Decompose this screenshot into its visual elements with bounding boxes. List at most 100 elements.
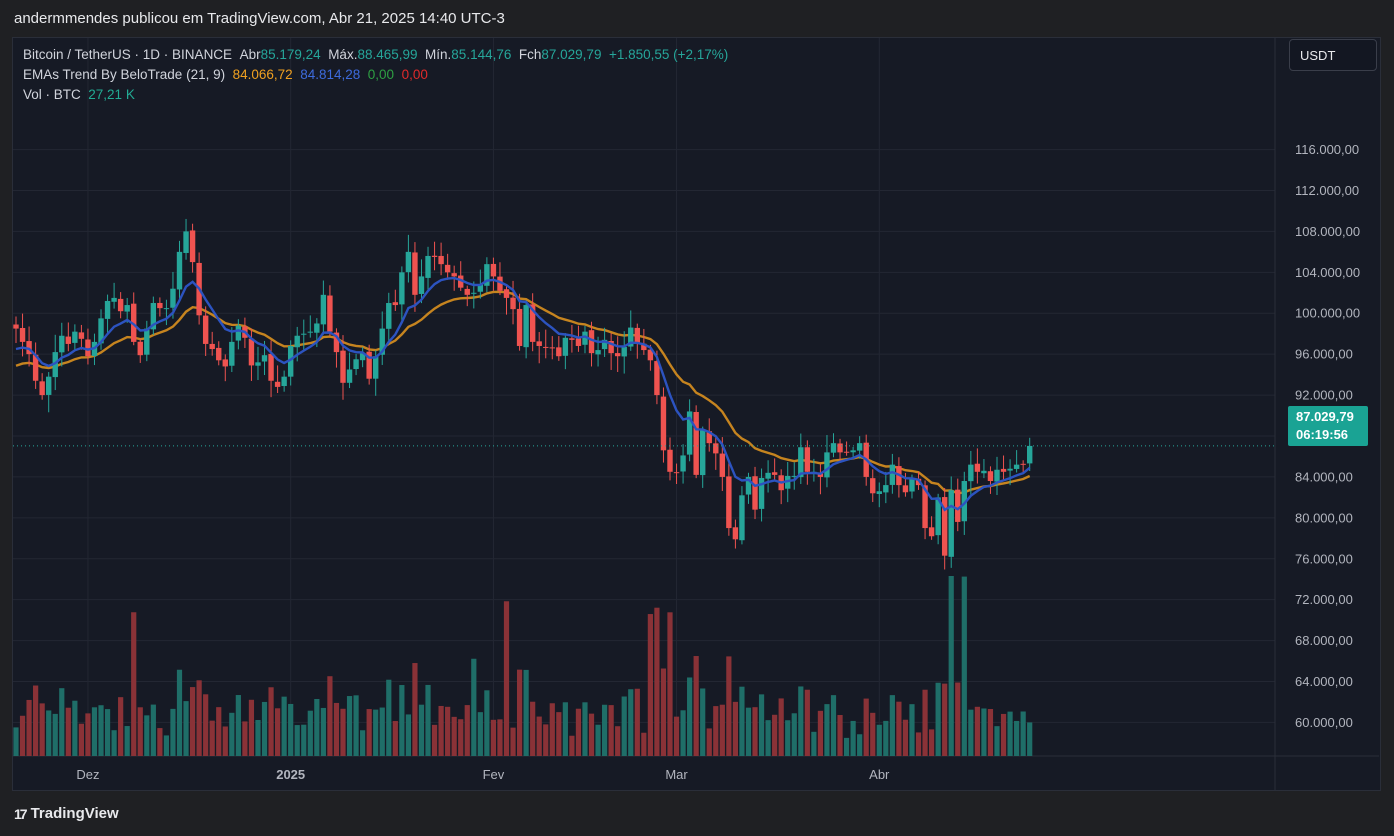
ema-value-4: 0,00 xyxy=(401,67,428,82)
volume-bar xyxy=(346,696,353,756)
candle-body xyxy=(366,351,372,379)
volume-bar xyxy=(451,716,457,756)
high-value: 88.465,99 xyxy=(357,47,418,62)
volume-bar xyxy=(791,713,797,756)
currency-button[interactable]: USDT xyxy=(1289,39,1377,71)
candle-body xyxy=(59,335,65,353)
volume-bar xyxy=(719,704,725,756)
volume-bar xyxy=(366,709,372,756)
volume-bar xyxy=(955,682,961,756)
candle-body xyxy=(981,470,987,474)
volume-bar xyxy=(673,716,680,756)
volume-bar xyxy=(948,576,954,756)
candle-body xyxy=(176,251,183,290)
open-value: 85.179,24 xyxy=(260,47,321,62)
candlestick-chart[interactable]: 116.000,00 112.000,00 108.000,00 104.000,00… xyxy=(13,38,1380,790)
candle-body xyxy=(516,308,523,346)
candle-body xyxy=(163,308,170,310)
volume-bar xyxy=(85,713,91,756)
candle-body xyxy=(399,272,405,305)
price-tick-label: 76.000,00 xyxy=(1295,551,1353,566)
candle-body xyxy=(477,284,484,292)
candle-body xyxy=(386,303,392,329)
volume-bar xyxy=(896,701,902,756)
time-tick-label: Mar xyxy=(665,767,688,782)
volume-bar xyxy=(902,719,909,756)
candle-body xyxy=(765,472,771,479)
volume-bar xyxy=(987,709,994,756)
volume-bar xyxy=(909,704,915,756)
candle-body xyxy=(418,276,425,294)
symbol-label[interactable]: Bitcoin / TetherUS · 1D · BINANCE xyxy=(23,47,233,62)
candle-body xyxy=(745,476,752,495)
volume-bar xyxy=(1014,720,1020,756)
volume-bar xyxy=(301,724,307,756)
volume-bar xyxy=(641,732,647,756)
volume-bar xyxy=(765,720,771,756)
candle-body xyxy=(641,343,647,351)
volume-bar xyxy=(582,702,588,756)
candle-body xyxy=(359,353,366,361)
volume-bar xyxy=(65,707,71,756)
candle-body xyxy=(915,478,922,486)
volume-bar xyxy=(314,698,320,756)
candle-body xyxy=(791,475,797,477)
volume-bar xyxy=(497,719,503,756)
volume-bar xyxy=(516,669,523,756)
candle-body xyxy=(909,478,915,492)
candle-body xyxy=(412,252,418,295)
volume-bar xyxy=(137,707,143,756)
volume-bar xyxy=(530,701,536,756)
volume-bar xyxy=(275,708,281,756)
volume-bar xyxy=(157,728,163,756)
volume-bar xyxy=(700,688,706,756)
candle-body xyxy=(1020,463,1026,465)
volume-bar xyxy=(843,737,850,756)
candle-body xyxy=(327,295,333,332)
candle-body xyxy=(314,323,320,333)
volume-bar xyxy=(857,734,863,756)
last-price-value: 87.029,79 xyxy=(1296,409,1354,424)
candle-body xyxy=(928,527,935,537)
candle-body xyxy=(608,341,614,354)
candle-body xyxy=(209,343,215,350)
volume-bar xyxy=(608,705,614,756)
volume-bar xyxy=(464,705,470,756)
volume-bar xyxy=(268,687,274,756)
volume-bar xyxy=(91,707,98,756)
volume-value: 27,21 K xyxy=(88,87,135,102)
volume-bar xyxy=(78,723,84,756)
candle-body xyxy=(183,231,189,253)
volume-bar xyxy=(732,701,738,756)
volume-bar xyxy=(484,690,490,756)
candle-body xyxy=(575,338,582,346)
candle-body xyxy=(19,328,26,342)
time-tick-label: Fev xyxy=(483,767,505,782)
price-tick-label: 112.000,00 xyxy=(1295,183,1359,198)
ema-indicator-name[interactable]: EMAs Trend By BeloTrade (21, 9) xyxy=(23,67,226,82)
candle-body xyxy=(104,300,111,319)
volume-bar xyxy=(602,704,608,756)
candle-body xyxy=(798,447,804,478)
volume-bar xyxy=(634,688,640,756)
volume-bar xyxy=(739,686,745,756)
candle-body xyxy=(529,304,536,342)
price-tick-label: 108.000,00 xyxy=(1295,224,1360,239)
candle-body xyxy=(569,338,575,340)
candle-body xyxy=(850,450,856,453)
volume-bar xyxy=(425,684,431,756)
candle-body xyxy=(497,276,503,291)
candle-body xyxy=(556,347,562,357)
candle-body xyxy=(451,273,457,277)
volume-bar xyxy=(942,683,948,756)
volume-label[interactable]: Vol · BTC xyxy=(23,87,81,102)
chart-panel[interactable]: 116.000,00 112.000,00 108.000,00 104.000,00… xyxy=(12,37,1381,791)
candle-body xyxy=(124,305,130,312)
candle-body xyxy=(824,452,830,478)
tradingview-logo[interactable]: 17 TradingView xyxy=(14,805,119,822)
volume-bar xyxy=(340,708,346,756)
candle-body xyxy=(562,337,569,356)
candle-body xyxy=(987,471,994,482)
candle-body xyxy=(614,353,621,357)
volume-bar xyxy=(706,728,712,756)
